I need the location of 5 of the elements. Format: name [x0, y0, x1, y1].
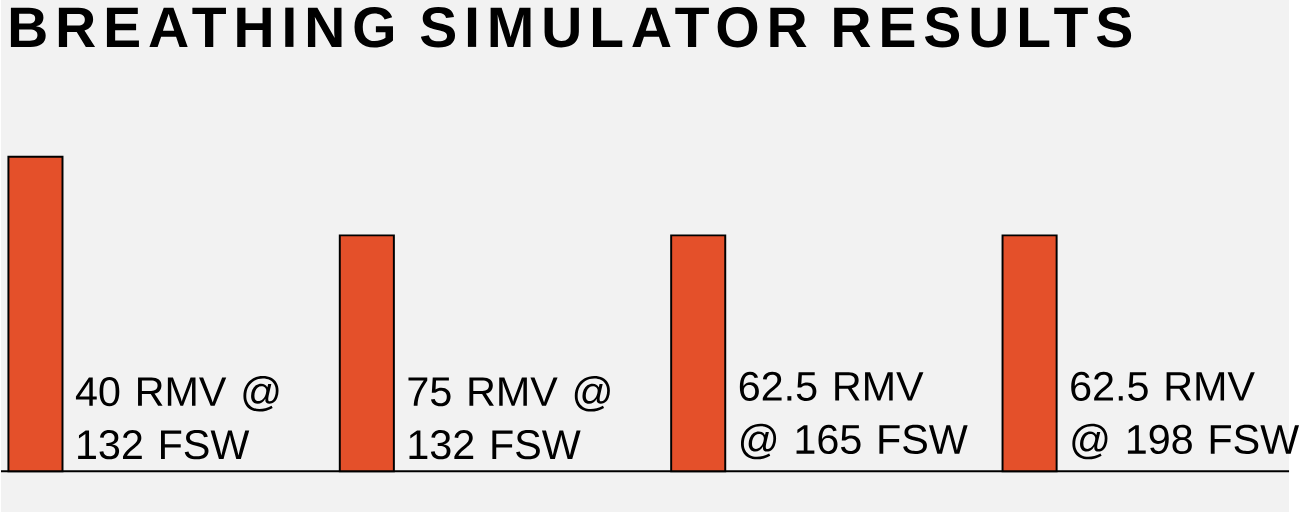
- x-tick-label: 75 RMV @ 132 FSW: [408, 375, 610, 460]
- chart-title: BREATHING SIMULATOR RESULTS: [10, 6, 1132, 48]
- x-tick-label: 62.5 RMV @ 165 FSW: [739, 371, 968, 460]
- x-tick-label: 40 RMV @ 132 FSW: [75, 375, 279, 460]
- x-tick-label: 62.5 RMV @ 198 FSW: [1071, 371, 1300, 460]
